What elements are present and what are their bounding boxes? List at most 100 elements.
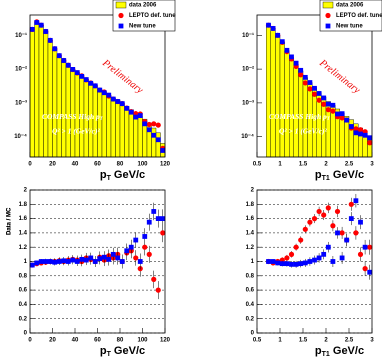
legend-label: LEPTO def. tune bbox=[336, 13, 382, 19]
marker bbox=[142, 121, 148, 127]
y-tick-label: 10⁻² bbox=[15, 66, 27, 73]
axis-frame bbox=[29, 189, 166, 334]
marker bbox=[133, 114, 139, 120]
annotation-sub: T bbox=[327, 117, 331, 122]
marker bbox=[358, 219, 363, 225]
y-tick-label: 10⁻³ bbox=[15, 99, 27, 106]
x-label-sub: T1 bbox=[322, 175, 330, 182]
x-axis-label: pT1 GeV/c bbox=[315, 345, 364, 358]
x-label-symbol: p bbox=[100, 169, 107, 181]
x-tick-label: 2 bbox=[324, 162, 328, 168]
histogram-bar bbox=[47, 40, 53, 158]
marker bbox=[312, 257, 317, 263]
marker bbox=[279, 261, 285, 267]
marker bbox=[97, 256, 103, 262]
marker bbox=[110, 251, 116, 257]
x-tick-label: 100 bbox=[137, 338, 148, 344]
marker bbox=[353, 126, 359, 132]
histogram-bar bbox=[289, 57, 295, 158]
x-tick-label: 40 bbox=[72, 162, 79, 168]
annotation: Q² > 1 (GeV/c)² bbox=[52, 127, 100, 136]
x-label-sub: T1 bbox=[322, 351, 330, 358]
marker bbox=[65, 259, 71, 264]
marker bbox=[83, 257, 89, 263]
y-tick-label: 10⁻² bbox=[242, 66, 254, 73]
histogram-bar bbox=[106, 94, 112, 158]
histogram-bar bbox=[29, 30, 35, 158]
marker bbox=[43, 29, 49, 34]
marker bbox=[284, 47, 290, 53]
histogram-bar bbox=[119, 103, 125, 158]
marker bbox=[151, 121, 157, 127]
marker bbox=[47, 259, 53, 264]
x-tick-label: 120 bbox=[160, 338, 171, 344]
histogram-bar bbox=[312, 87, 318, 158]
marker bbox=[128, 244, 134, 250]
marker bbox=[289, 261, 294, 267]
histogram-bar bbox=[124, 106, 130, 158]
marker bbox=[293, 244, 299, 250]
x-tick-label: 1.5 bbox=[299, 162, 308, 168]
y-tick-label: 0 bbox=[251, 331, 255, 337]
marker bbox=[344, 237, 350, 243]
marker bbox=[106, 256, 112, 262]
marker bbox=[348, 201, 354, 207]
marker bbox=[70, 67, 76, 72]
y-tick-label: 1.8 bbox=[19, 202, 28, 208]
marker bbox=[335, 111, 340, 117]
x-tick-label: 80 bbox=[117, 338, 124, 344]
x-tick-label: 1 bbox=[278, 162, 282, 168]
marker bbox=[339, 255, 345, 261]
y-tick-label: 1 bbox=[251, 259, 255, 265]
annotation-text: COMPASS High p bbox=[269, 112, 327, 121]
marker bbox=[79, 256, 85, 262]
histogram-bar bbox=[279, 41, 285, 158]
marker bbox=[56, 259, 62, 264]
marker bbox=[151, 209, 157, 214]
marker bbox=[325, 101, 331, 107]
marker bbox=[279, 39, 285, 45]
marker bbox=[284, 261, 290, 267]
marker bbox=[293, 60, 299, 66]
marker bbox=[52, 259, 58, 265]
marker bbox=[357, 127, 364, 133]
axis-frame bbox=[256, 189, 373, 334]
axis-frame bbox=[29, 14, 166, 158]
marker bbox=[302, 80, 308, 86]
marker bbox=[348, 124, 354, 129]
marker bbox=[353, 198, 359, 204]
y-tick-label: 1.6 bbox=[246, 216, 255, 222]
marker bbox=[151, 276, 157, 282]
marker bbox=[47, 37, 53, 43]
marker bbox=[52, 46, 58, 52]
marker bbox=[284, 255, 290, 261]
y-axis-label: Data / MC bbox=[7, 207, 13, 235]
marker bbox=[339, 115, 345, 121]
marker bbox=[339, 230, 345, 236]
marker bbox=[298, 72, 304, 78]
marker bbox=[344, 117, 350, 123]
marker bbox=[146, 121, 152, 128]
marker bbox=[146, 127, 152, 133]
marker bbox=[316, 97, 322, 103]
y-tick-label: 0.8 bbox=[246, 273, 255, 279]
marker bbox=[275, 32, 281, 38]
y-tick-label: 1.2 bbox=[246, 245, 255, 251]
x-tick-label: 1.5 bbox=[299, 338, 308, 344]
y-tick-label: 0.6 bbox=[19, 288, 28, 294]
annotation: COMPASS High pT bbox=[269, 112, 331, 122]
marker bbox=[137, 113, 143, 119]
marker bbox=[270, 26, 276, 31]
histogram-bar bbox=[97, 89, 103, 158]
legend-label: LEPTO def. tune bbox=[129, 13, 176, 19]
y-tick-label: 2 bbox=[24, 188, 28, 194]
marker bbox=[362, 132, 368, 138]
marker bbox=[38, 259, 44, 264]
x-tick-label: 120 bbox=[160, 162, 171, 168]
marker bbox=[293, 261, 299, 267]
marker bbox=[302, 74, 308, 80]
x-tick-label: 2 bbox=[324, 338, 328, 344]
x-tick-label: 0.5 bbox=[253, 162, 262, 168]
legend-swatch bbox=[118, 23, 124, 29]
